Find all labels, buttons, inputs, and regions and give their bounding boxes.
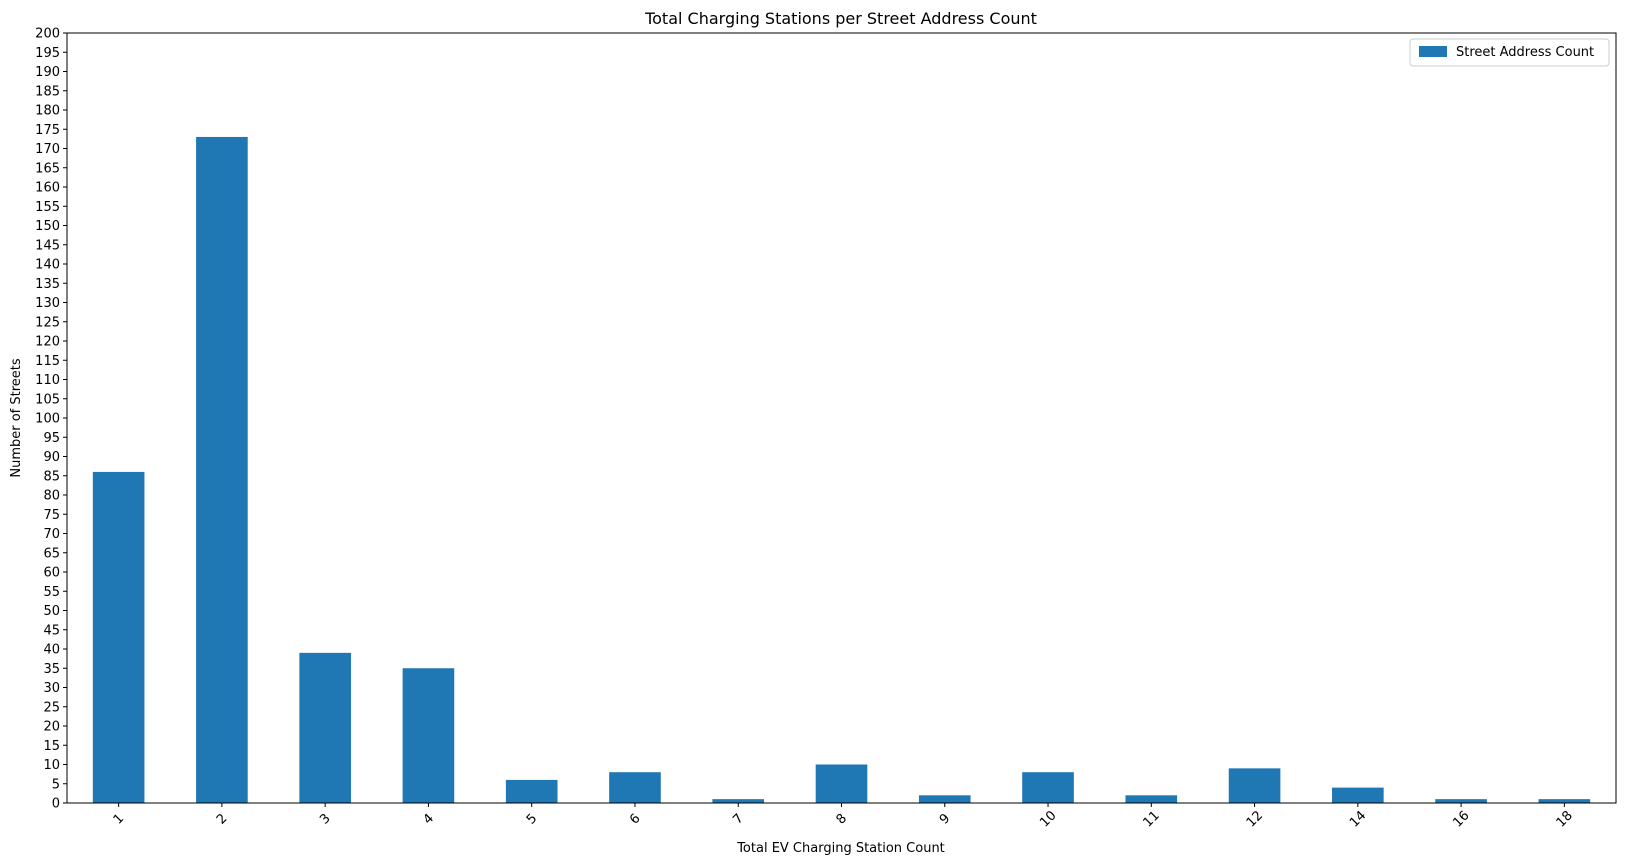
bar-14 [1332, 787, 1384, 803]
y-tick-label: 50 [43, 604, 60, 619]
y-tick-label: 190 [35, 65, 60, 80]
chart-title: Total Charging Stations per Street Addre… [644, 9, 1037, 28]
x-tick-label: 4 [421, 811, 437, 827]
y-tick-label: 10 [43, 758, 60, 773]
y-tick-label: 5 [52, 777, 60, 792]
legend-frame [1409, 38, 1610, 67]
x-tick-label: 11 [1141, 808, 1163, 830]
y-tick-label: 0 [52, 797, 60, 812]
x-tick-label: 1 [111, 811, 127, 827]
y-tick-label: 30 [43, 681, 60, 696]
y-tick-label: 45 [43, 623, 60, 638]
x-tick-label: 18 [1554, 808, 1576, 830]
y-tick-label: 125 [35, 315, 60, 330]
x-tick-label: 9 [937, 811, 953, 827]
y-tick-label: 80 [43, 489, 60, 504]
bar-9 [918, 795, 971, 803]
y-axis-label: Number of Streets [9, 358, 24, 478]
x-tick-label: 7 [730, 811, 746, 827]
x-tick-label: 5 [524, 811, 540, 827]
legend: Street Address Count [1409, 38, 1610, 67]
x-tick-label: 8 [834, 811, 850, 827]
y-tick-label: 70 [43, 527, 60, 542]
y-tick-label: 35 [43, 662, 60, 677]
bar-10 [1022, 772, 1074, 803]
y-tick-label: 90 [43, 450, 60, 465]
y-tick-label: 55 [43, 585, 60, 600]
y-tick-label: 95 [43, 431, 60, 446]
x-tick-label: 16 [1450, 808, 1472, 830]
bar-2 [196, 136, 248, 803]
x-tick-label: 10 [1037, 808, 1059, 830]
x-tick-label: 14 [1347, 808, 1369, 830]
bar-5 [505, 779, 558, 803]
y-tick-label: 60 [43, 566, 60, 581]
x-tick-label: 12 [1244, 808, 1266, 830]
y-tick-label: 105 [35, 392, 60, 407]
y-tick-label: 150 [35, 219, 60, 234]
x-axis-label: Total EV Charging Station Count [736, 841, 945, 856]
y-tick-label: 110 [35, 373, 60, 388]
y-tick-label: 160 [35, 181, 60, 196]
y-tick-label: 195 [35, 46, 60, 61]
bar-8 [815, 764, 868, 803]
y-tick-label: 180 [35, 104, 60, 119]
y-tick-label: 145 [35, 238, 60, 253]
bar-18 [1538, 799, 1591, 803]
y-tick-label: 120 [35, 335, 60, 350]
y-tick-label: 100 [35, 412, 60, 427]
y-tick-label: 185 [35, 84, 60, 99]
y-tick-label: 175 [35, 123, 60, 138]
bar-12 [1228, 768, 1281, 803]
legend-swatch [1419, 46, 1447, 57]
y-tick-label: 170 [35, 142, 60, 157]
y-tick-label: 40 [43, 643, 60, 658]
bar-3 [299, 652, 351, 803]
bar-7 [712, 799, 765, 803]
y-tick-label: 200 [35, 27, 60, 42]
y-tick-label: 15 [43, 739, 60, 754]
x-tick-label: 2 [214, 811, 230, 827]
y-tick-label: 20 [43, 720, 60, 735]
bar-1 [92, 471, 145, 803]
y-tick-label: 165 [35, 161, 60, 176]
x-tick-label: 6 [627, 811, 643, 827]
bar-4 [402, 668, 455, 803]
y-axis-ticks: 0 5 10 15 20 25 30 35 40 45 50 55 60 65 70 75 80 85 90 95 10… [35, 27, 67, 812]
y-tick-label: 25 [43, 700, 60, 715]
x-axis-ticks: 1 2 3 4 5 6 7 8 9 10 11 12 14 16 18 [111, 803, 1576, 831]
y-tick-label: 130 [35, 296, 60, 311]
legend-label: Street Address Count [1456, 45, 1594, 60]
y-tick-label: 155 [35, 200, 60, 215]
plot-frame [66, 32, 1617, 804]
bars [92, 136, 1591, 803]
bar-6 [609, 772, 661, 803]
bar-11 [1125, 795, 1178, 803]
y-tick-label: 140 [35, 258, 60, 273]
y-tick-label: 85 [43, 469, 60, 484]
y-tick-label: 65 [43, 546, 60, 561]
y-tick-label: 135 [35, 277, 60, 292]
bar-16 [1435, 799, 1487, 803]
x-tick-label: 3 [317, 811, 333, 827]
y-tick-label: 115 [35, 354, 60, 369]
y-tick-label: 75 [43, 508, 60, 523]
